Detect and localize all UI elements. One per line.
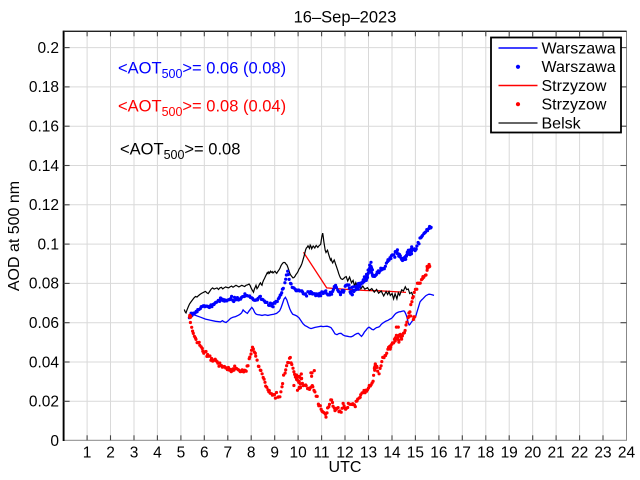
svg-text:18: 18 xyxy=(477,445,494,462)
svg-text:4: 4 xyxy=(153,445,162,462)
svg-text:8: 8 xyxy=(247,445,256,462)
svg-text:19: 19 xyxy=(501,445,518,462)
svg-text:<AOT500>= 0.08 (0.04): <AOT500>= 0.08 (0.04) xyxy=(118,98,286,120)
svg-text:15: 15 xyxy=(407,445,424,462)
svg-text:16: 16 xyxy=(430,445,447,462)
svg-text:0.18: 0.18 xyxy=(29,79,59,96)
svg-text:0.14: 0.14 xyxy=(29,158,60,175)
svg-text:UTC: UTC xyxy=(329,459,362,476)
svg-text:3: 3 xyxy=(130,445,139,462)
svg-text:0.2: 0.2 xyxy=(37,40,59,57)
svg-text:12: 12 xyxy=(336,445,353,462)
svg-text:0.12: 0.12 xyxy=(29,197,59,214)
svg-text:9: 9 xyxy=(270,445,279,462)
svg-text:0: 0 xyxy=(50,433,59,450)
svg-text:5: 5 xyxy=(177,445,186,462)
svg-text:0.02: 0.02 xyxy=(29,394,59,411)
svg-text:Warszawa: Warszawa xyxy=(542,40,616,57)
svg-text:0.16: 0.16 xyxy=(29,119,59,136)
svg-text:0.08: 0.08 xyxy=(29,276,59,293)
svg-text:20: 20 xyxy=(524,445,542,462)
svg-text:17: 17 xyxy=(454,445,471,462)
svg-text:Strzyzow: Strzyzow xyxy=(542,97,607,114)
svg-text:0.04: 0.04 xyxy=(29,354,60,371)
svg-text:Warszawa: Warszawa xyxy=(542,59,616,76)
svg-text:0.06: 0.06 xyxy=(29,315,59,332)
svg-text:Belsk: Belsk xyxy=(542,115,582,132)
svg-text:<AOT500>= 0.08: <AOT500>= 0.08 xyxy=(120,141,240,163)
svg-text:11: 11 xyxy=(314,445,330,462)
svg-text:2: 2 xyxy=(106,445,115,462)
svg-text:24: 24 xyxy=(618,445,636,462)
svg-text:13: 13 xyxy=(360,445,377,462)
svg-text:<AOT500>= 0.06 (0.08): <AOT500>= 0.06 (0.08) xyxy=(118,60,286,82)
svg-text:22: 22 xyxy=(571,445,588,462)
svg-text:0.1: 0.1 xyxy=(37,236,59,253)
svg-text:7: 7 xyxy=(223,445,232,462)
svg-text:AOD at 500 nm: AOD at 500 nm xyxy=(6,181,23,291)
svg-text:23: 23 xyxy=(594,445,611,462)
svg-text:6: 6 xyxy=(200,445,209,462)
svg-text:21: 21 xyxy=(547,445,564,462)
svg-text:14: 14 xyxy=(383,445,401,462)
svg-text:1: 1 xyxy=(83,445,92,462)
svg-text:16–Sep–2023: 16–Sep–2023 xyxy=(294,9,397,27)
svg-text:Strzyzow: Strzyzow xyxy=(542,78,607,95)
svg-text:10: 10 xyxy=(289,445,307,462)
